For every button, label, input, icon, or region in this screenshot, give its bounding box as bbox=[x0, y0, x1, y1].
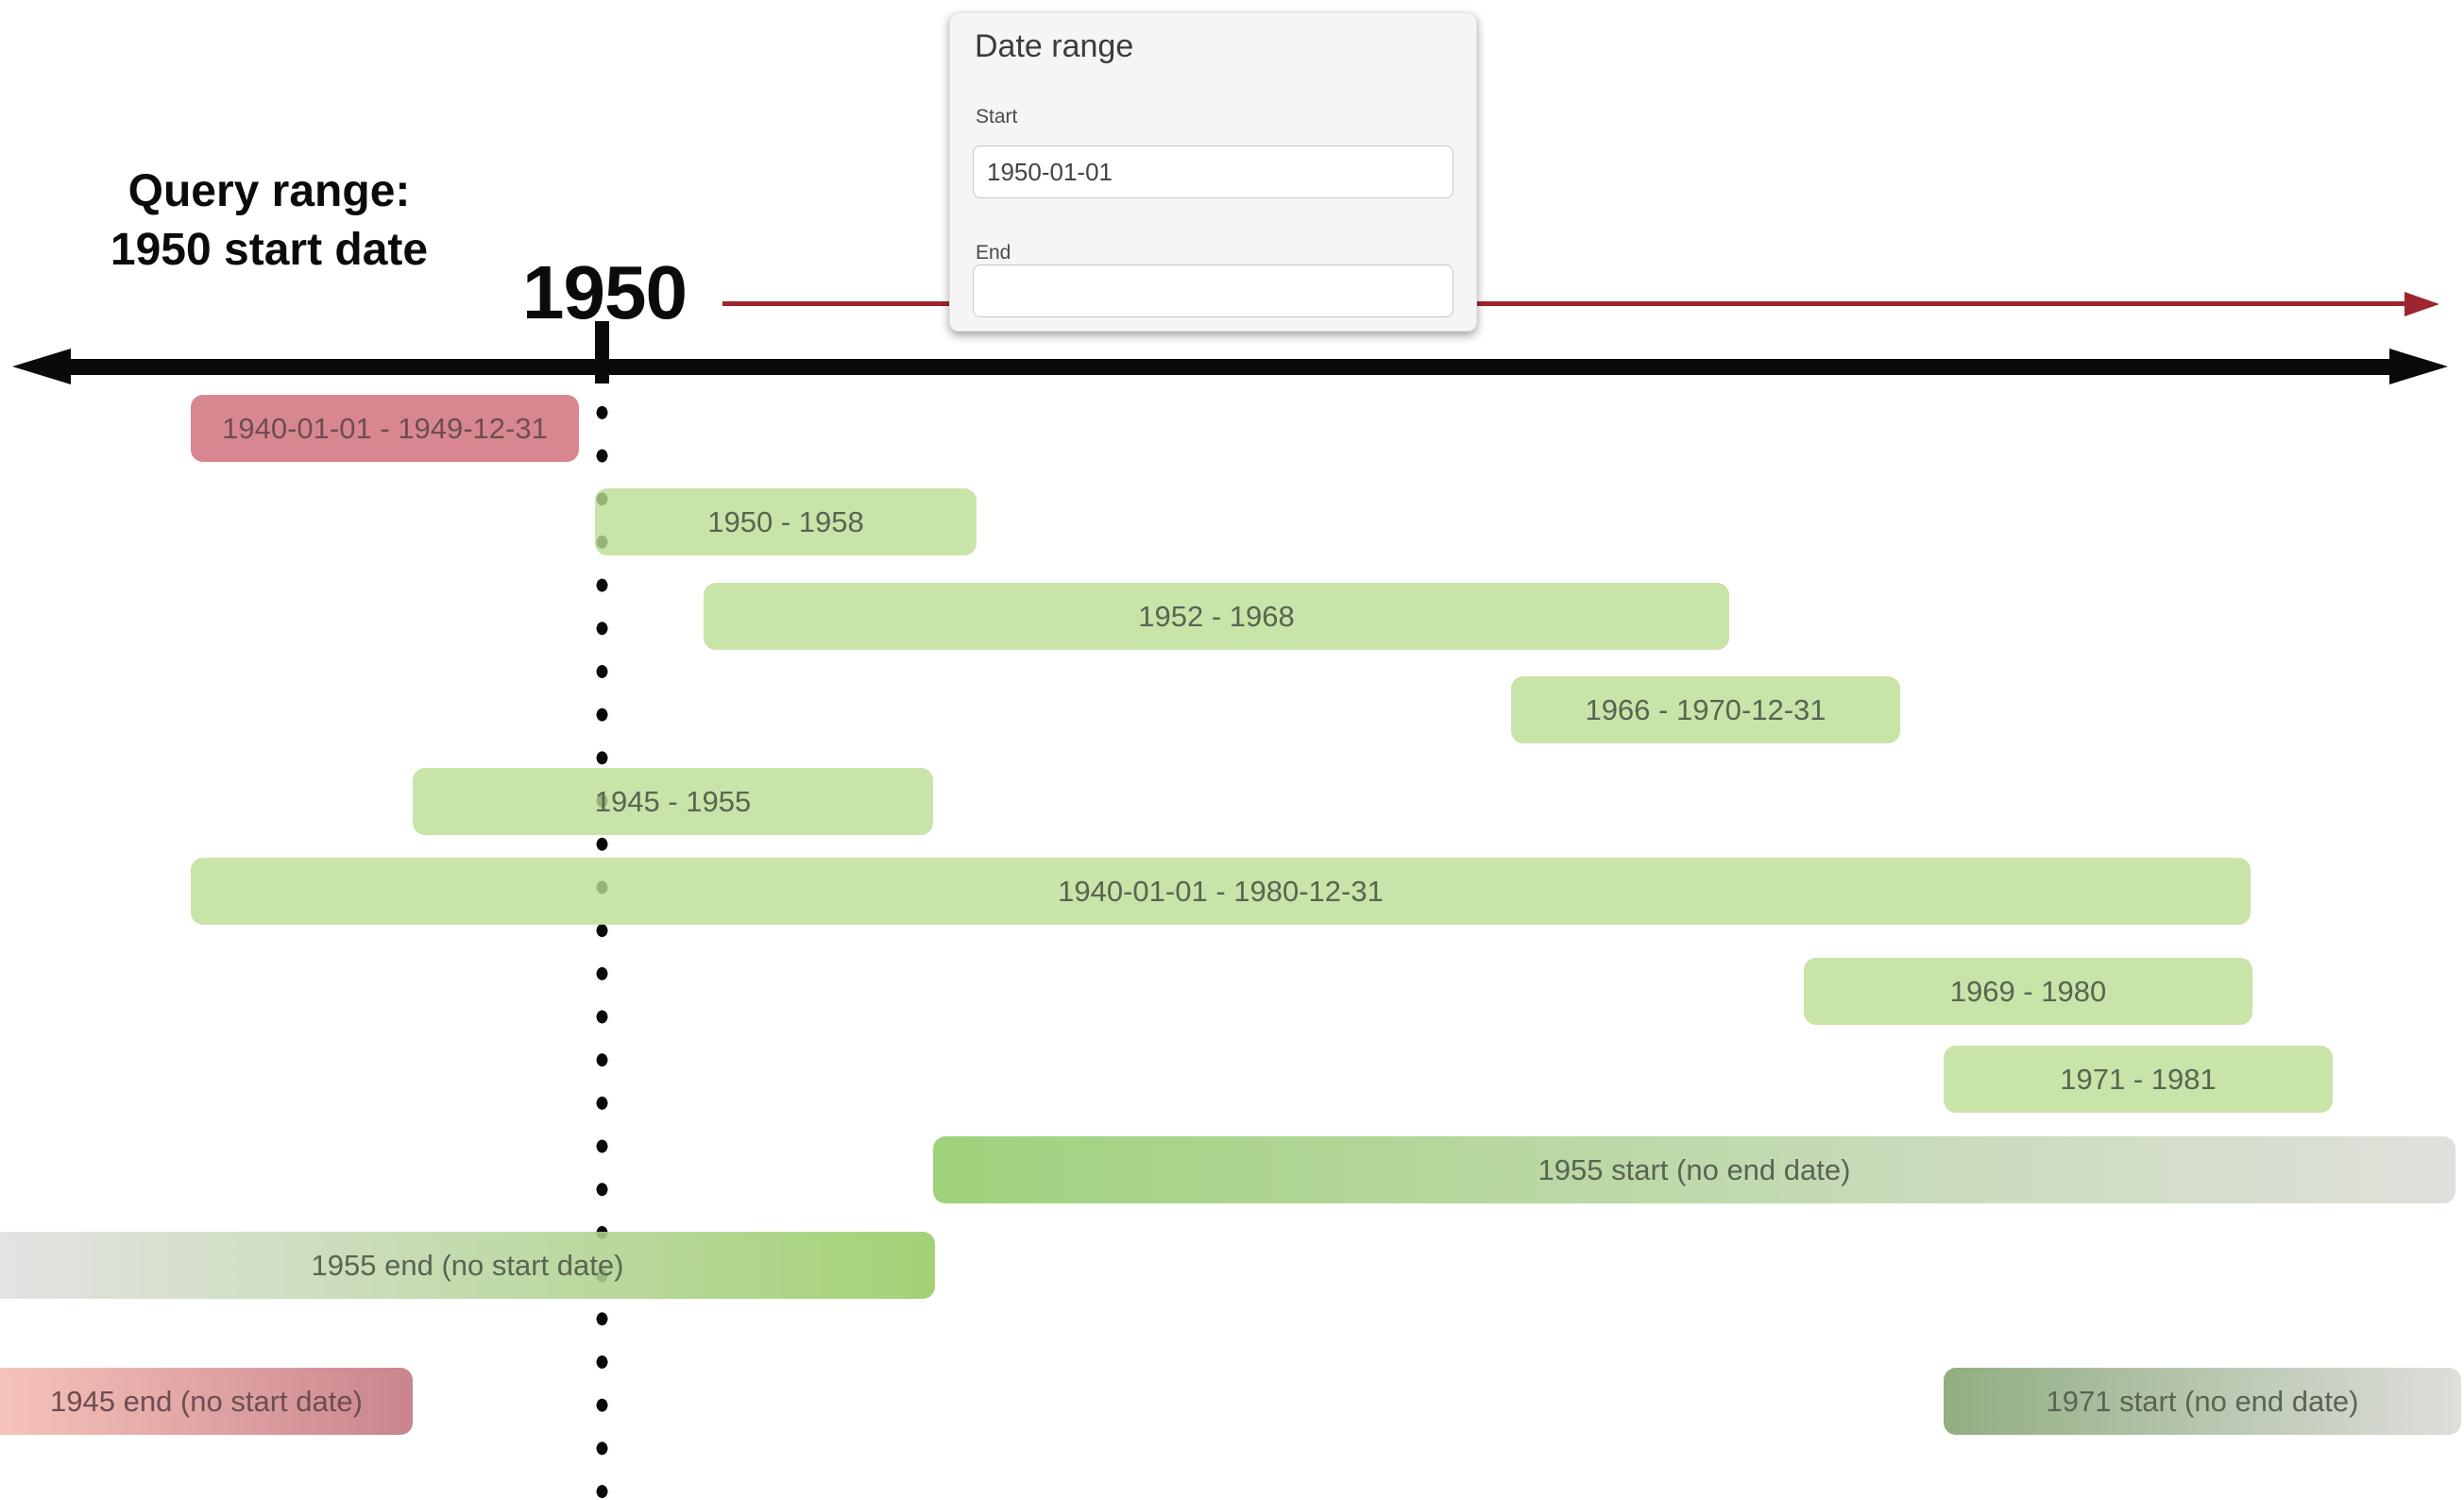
timeline-bar: 1952 - 1968 bbox=[704, 583, 1729, 650]
query-arrow-right-icon bbox=[2405, 292, 2439, 316]
bar-label: 1969 - 1980 bbox=[1949, 974, 2107, 1008]
query-range-label-line2: 1950 start date bbox=[110, 225, 429, 275]
axis-arrow-left-icon bbox=[12, 349, 71, 384]
timeline-bar: 1971 start (no end date) bbox=[1944, 1368, 2461, 1435]
bar-label: 1945 end (no start date) bbox=[50, 1384, 363, 1418]
timeline-bar: 1940-01-01 - 1949-12-31 bbox=[191, 395, 579, 462]
panel-title: Date range bbox=[975, 28, 1134, 64]
timeline-bar: 1945 - 1955 bbox=[413, 768, 933, 835]
timeline-bar: 1955 start (no end date) bbox=[933, 1136, 2456, 1203]
axis-arrow-right-icon bbox=[2389, 349, 2448, 384]
end-date-input[interactable] bbox=[973, 264, 1453, 317]
timeline-bar: 1945 end (no start date) bbox=[0, 1368, 413, 1435]
timeline-bar: 1940-01-01 - 1980-12-31 bbox=[191, 858, 2251, 925]
bar-label: 1950 - 1958 bbox=[707, 504, 864, 538]
bar-label: 1952 - 1968 bbox=[1138, 599, 1295, 633]
query-range-label: Query range: 1950 start date bbox=[57, 162, 482, 280]
bar-label: 1966 - 1970-12-31 bbox=[1585, 692, 1827, 726]
start-field-label: Start bbox=[976, 106, 1018, 128]
bar-label: 1945 - 1955 bbox=[594, 784, 752, 818]
query-arrow-line bbox=[722, 301, 2405, 306]
timeline-bar: 1971 - 1981 bbox=[1944, 1046, 2333, 1113]
query-date-dotted-line bbox=[596, 391, 608, 1500]
bar-label: 1940-01-01 - 1949-12-31 bbox=[222, 411, 548, 445]
date-range-panel: Date range Start End bbox=[949, 12, 1477, 332]
start-date-input[interactable] bbox=[973, 145, 1453, 198]
bar-label: 1955 end (no start date) bbox=[311, 1248, 624, 1282]
bar-label: 1971 start (no end date) bbox=[2046, 1384, 2359, 1418]
timeline-bar: 1955 end (no start date) bbox=[0, 1232, 935, 1299]
timeline-bar: 1950 - 1958 bbox=[595, 488, 977, 555]
timeline-bar: 1969 - 1980 bbox=[1804, 958, 2252, 1025]
bar-label: 1955 start (no end date) bbox=[1538, 1152, 1851, 1186]
end-field-label: End bbox=[976, 242, 1011, 264]
tick-1950 bbox=[595, 321, 609, 384]
timeline-axis bbox=[64, 359, 2395, 375]
year-1950-label: 1950 bbox=[522, 250, 688, 334]
timeline-bar: 1966 - 1970-12-31 bbox=[1511, 676, 1900, 743]
bar-label: 1940-01-01 - 1980-12-31 bbox=[1058, 874, 1384, 908]
bar-label: 1971 - 1981 bbox=[2060, 1062, 2217, 1096]
query-range-label-line1: Query range: bbox=[127, 166, 411, 216]
